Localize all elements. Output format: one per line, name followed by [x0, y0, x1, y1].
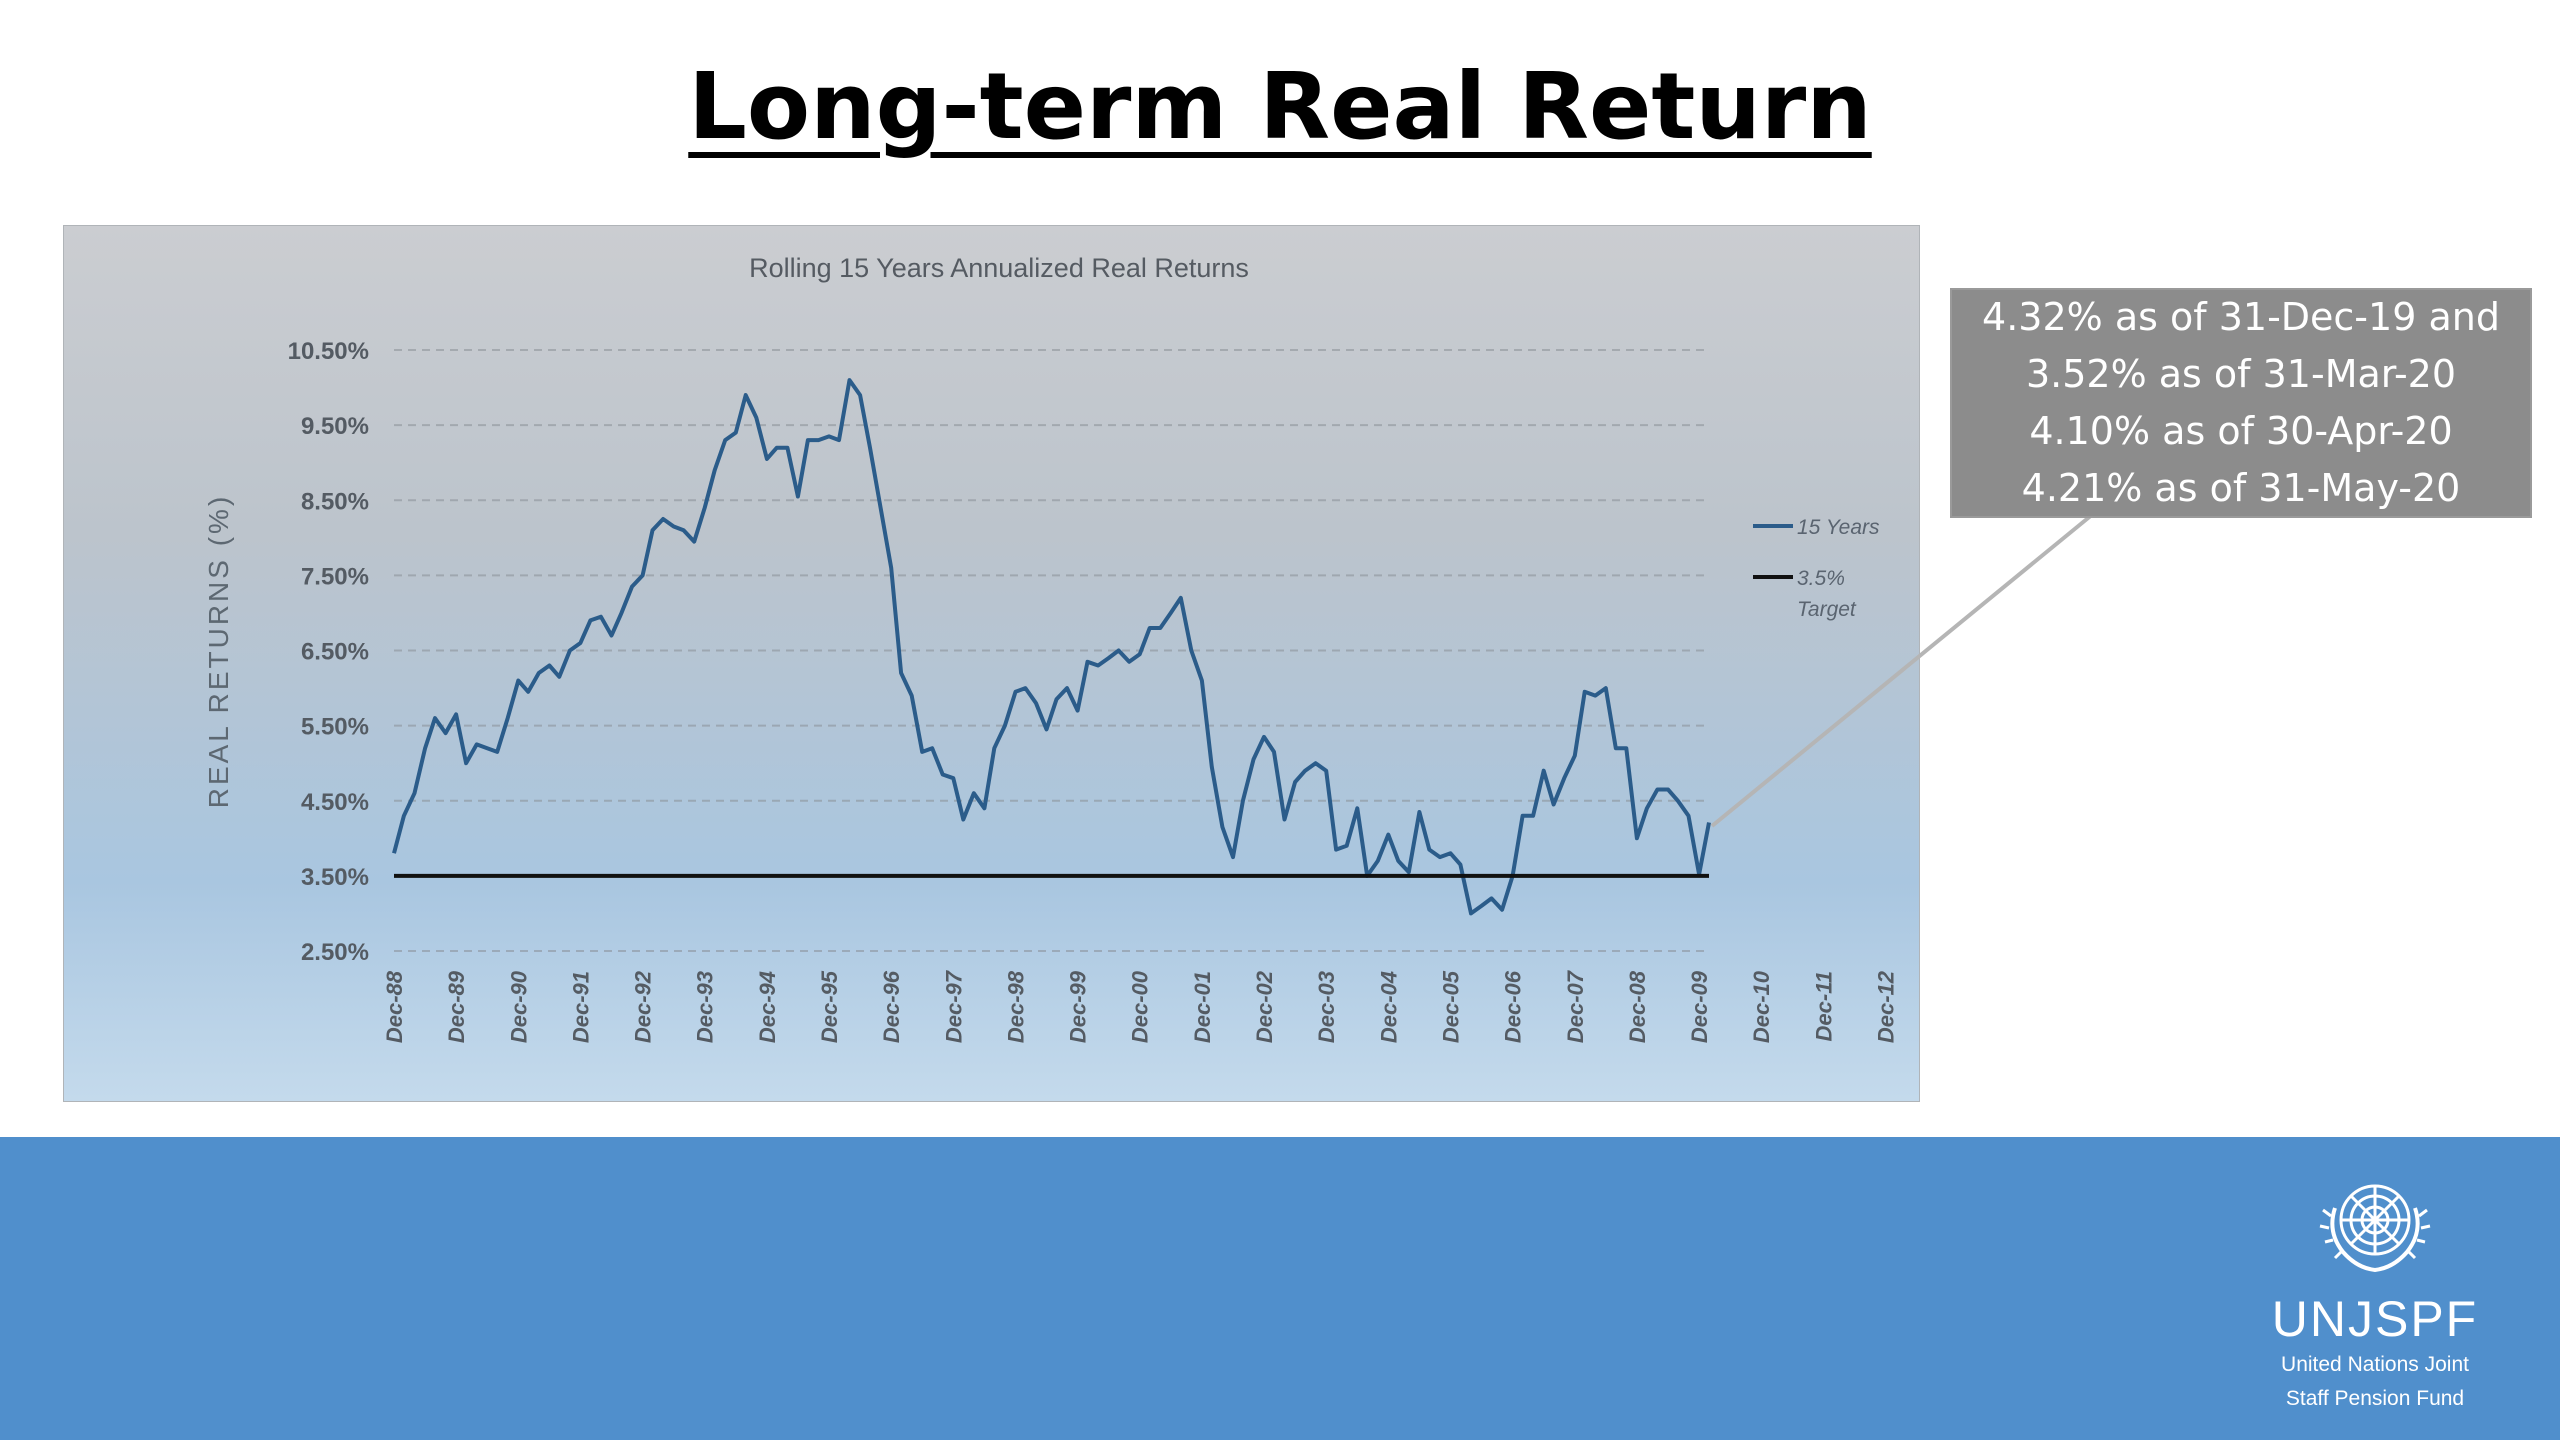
callout-line: 4.21% as of 31-May-20	[2021, 466, 2461, 510]
unjspf-logo: UNJSPF United Nations Joint Staff Pensio…	[2230, 1170, 2520, 1410]
rolling-returns-chart: Rolling 15 Years Annualized Real Returns…	[203, 253, 1898, 1043]
logo-org-name: UNJSPF	[2271, 1291, 2479, 1347]
x-tick-label: Dec-12	[1873, 970, 1898, 1043]
logo-subtitle-line: United Nations Joint	[2281, 1353, 2469, 1376]
x-tick-label: Dec-89	[444, 970, 469, 1043]
x-tick-label: Dec-03	[1314, 971, 1339, 1043]
y-tick-label: 2.50%	[301, 939, 369, 966]
callout-line: 4.10% as of 30-Apr-20	[2029, 409, 2453, 453]
logo-subtitle-line: Staff Pension Fund	[2285, 1387, 2465, 1410]
x-tick-label: Dec-98	[1003, 970, 1028, 1043]
legend-target-label: 3.5% Target	[1797, 567, 1857, 621]
x-tick-label: Dec-09	[1687, 970, 1712, 1043]
legend-series-label: 15 Years	[1797, 516, 1880, 539]
callout-line: 3.52% as of 31-Mar-20	[2025, 352, 2457, 396]
x-tick-label: Dec-04	[1376, 971, 1401, 1043]
x-tick-label: Dec-90	[506, 970, 531, 1043]
returns-callout: 4.32% as of 31-Dec-19 and 3.52% as of 31…	[1950, 288, 2532, 518]
x-tick-label: Dec-94	[755, 971, 780, 1043]
x-tick-label: Dec-05	[1438, 970, 1463, 1043]
y-tick-label: 6.50%	[301, 639, 369, 666]
callout-line: 4.32% as of 31-Dec-19 and	[1982, 295, 2500, 339]
x-tick-label: Dec-93	[693, 971, 718, 1043]
y-axis-ticks: 10.50% 9.50% 8.50% 7.50% 6.50% 5.50% 4.50% 3.50…	[288, 338, 369, 966]
y-tick-label: 4.50%	[301, 789, 369, 816]
y-tick-label: 10.50%	[288, 338, 369, 365]
x-tick-label: Dec-95	[817, 970, 842, 1043]
x-tick-label: Dec-99	[1066, 970, 1091, 1043]
x-tick-label: Dec-02	[1252, 970, 1277, 1043]
x-tick-label: Dec-11	[1811, 971, 1836, 1042]
y-tick-label: 5.50%	[301, 714, 369, 741]
un-emblem-icon	[2319, 1184, 2431, 1273]
x-tick-label: Dec-96	[879, 970, 904, 1043]
x-tick-label: Dec-88	[382, 970, 407, 1043]
y-axis-label: REAL RETURNS (%)	[203, 494, 234, 809]
chart-title: Rolling 15 Years Annualized Real Returns	[749, 253, 1249, 283]
y-tick-label: 7.50%	[301, 563, 369, 590]
series-line-15-years	[392, 378, 1711, 916]
x-tick-label: Dec-00	[1128, 970, 1153, 1043]
x-tick-label: Dec-06	[1501, 970, 1526, 1043]
x-tick-label: Dec-01	[1190, 971, 1215, 1043]
x-tick-label: Dec-97	[941, 969, 966, 1043]
x-tick-label: Dec-10	[1749, 970, 1774, 1043]
x-tick-label: Dec-92	[631, 970, 656, 1043]
page-title: Long-term Real Return	[688, 53, 1872, 160]
x-axis-ticks: Dec-88 Dec-89 Dec-90 Dec-91 Dec-92 Dec-93 Dec-…	[382, 969, 1898, 1043]
y-tick-label: 8.50%	[301, 488, 369, 515]
series-layer	[392, 378, 1711, 916]
x-tick-label: Dec-91	[568, 971, 593, 1043]
y-tick-label: 9.50%	[301, 413, 369, 440]
x-tick-label: Dec-08	[1625, 970, 1650, 1043]
chart-panel: Rolling 15 Years Annualized Real Returns…	[63, 225, 1920, 1102]
grid-layer	[394, 349, 1709, 952]
footer-band	[0, 1137, 2560, 1440]
y-tick-label: 3.50%	[301, 864, 369, 891]
x-tick-label: Dec-07	[1563, 969, 1588, 1043]
legend: 15 Years 3.5% Target	[1753, 516, 1880, 621]
